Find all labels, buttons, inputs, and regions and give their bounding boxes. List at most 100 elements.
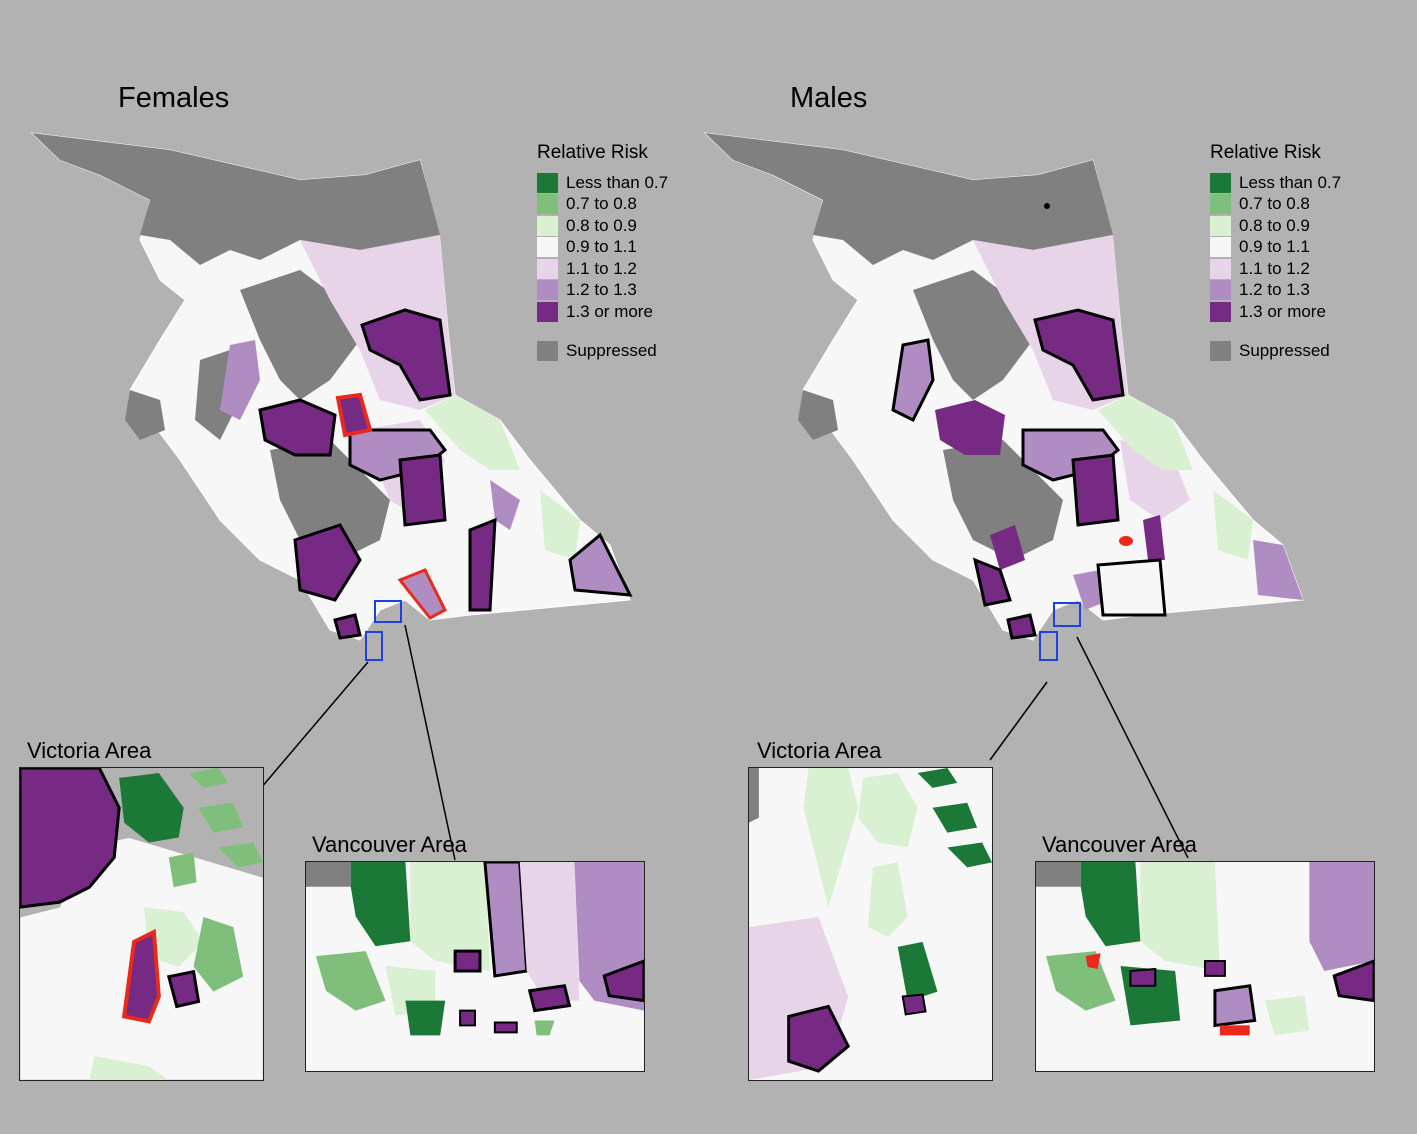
- legend-swatch: [537, 172, 558, 193]
- females-region-rr-0.8-a: [425, 395, 520, 470]
- females-region-rr-1.2-c: [490, 480, 520, 530]
- legend-item: 1.1 to 1.2: [1210, 258, 1390, 280]
- legend-item: 1.1 to 1.2: [537, 258, 717, 280]
- males-region-rr-1.3-e: [972, 557, 1012, 607]
- legend-item: 0.9 to 1.1: [1210, 237, 1390, 259]
- males-region-rr-0.8-a: [1098, 395, 1193, 470]
- males-victoria-title: Victoria Area: [757, 738, 882, 763]
- legend-swatch: [1210, 341, 1231, 362]
- legend-swatch: [1210, 194, 1231, 215]
- males-region-rr-1.3-f: [1006, 613, 1037, 640]
- legend-swatch: [537, 280, 558, 301]
- males-region-rr-1.3-g: [1143, 515, 1165, 560]
- females-victoria-title: Victoria Area: [27, 738, 152, 763]
- males-suppressed-islands: [798, 390, 838, 440]
- males-region-rr-1.3-c: [1071, 453, 1120, 527]
- females-vancouver-inset: [305, 861, 645, 1072]
- legend-swatch: [1210, 301, 1231, 322]
- legend-item: 1.3 or more: [1210, 301, 1390, 323]
- males-red-area: [1119, 536, 1133, 546]
- males-legend: Relative Risk Less than 0.7 0.7 to 0.8 0…: [1210, 142, 1390, 362]
- legend-item: 0.8 to 0.9: [1210, 215, 1390, 237]
- males-victoria-box: [1039, 631, 1058, 661]
- males-region-rr-0.8-b: [1213, 490, 1253, 560]
- legend-title: Relative Risk: [1210, 142, 1321, 163]
- males-title: Males: [790, 82, 868, 114]
- legend-item: Less than 0.7: [1210, 172, 1390, 194]
- legend-item: 1.2 to 1.3: [1210, 280, 1390, 302]
- females-region-rr-1.3-f: [333, 613, 362, 640]
- females-suppressed-center: [240, 270, 360, 400]
- males-suppressed-center: [913, 270, 1033, 400]
- males-region-rr-1.3-d: [990, 525, 1025, 570]
- males-vancouver-connector: [1076, 636, 1189, 859]
- females-region-rr-1.2-e: [397, 568, 447, 620]
- females-vancouver-connector: [404, 624, 456, 861]
- females-title: Females: [118, 82, 230, 114]
- females-region-rr-1.2-a: [220, 340, 260, 420]
- females-legend: Relative Risk Less than 0.7 0.7 to 0.8 0…: [537, 142, 717, 362]
- legend-label: 1.1 to 1.2: [566, 258, 637, 278]
- legend-swatch: [537, 341, 558, 362]
- females-victoria-inset: [19, 767, 264, 1081]
- legend-swatch: [537, 258, 558, 279]
- males-vancouver-title: Vancouver Area: [1042, 832, 1197, 857]
- males-region-rr-1.2-a: [891, 338, 935, 423]
- legend-label: 1.1 to 1.2: [1239, 258, 1310, 278]
- legend-swatch: [537, 194, 558, 215]
- females-region-rr-1.3-a: [360, 308, 452, 402]
- legend-item: 1.2 to 1.3: [537, 280, 717, 302]
- legend-item: 0.7 to 0.8: [1210, 194, 1390, 216]
- females-vancouver-title: Vancouver Area: [312, 832, 467, 857]
- legend-swatch: [1210, 258, 1231, 279]
- males-vancouver-box: [1053, 602, 1081, 627]
- legend-label: 0.9 to 1.1: [1239, 237, 1310, 257]
- males-victoria-connector: [989, 681, 1048, 761]
- legend-swatch: [1210, 237, 1231, 258]
- females-vancouver-box: [374, 600, 402, 623]
- females-region-rr-1.3-g: [468, 517, 497, 612]
- legend-item-suppressed: Suppressed: [1210, 341, 1390, 363]
- legend-label: 0.8 to 0.9: [566, 215, 637, 235]
- legend-item: 1.3 or more: [537, 301, 717, 323]
- legend-label: 1.2 to 1.3: [1239, 280, 1310, 300]
- legend-swatch: [1210, 280, 1231, 301]
- legend-item: Less than 0.7: [537, 172, 717, 194]
- legend-swatch: [1210, 215, 1231, 236]
- females-region-rr-1.3-d: [398, 453, 447, 527]
- males-black-dot: [1044, 203, 1050, 209]
- legend-swatch: [537, 301, 558, 322]
- legend-swatch: [537, 215, 558, 236]
- legend-label: Less than 0.7: [1239, 172, 1342, 192]
- females-suppressed-islands: [125, 390, 165, 440]
- males-vancouver-inset: [1035, 861, 1375, 1072]
- males-region-rr-1.3-b: [935, 400, 1005, 455]
- legend-label: Suppressed: [566, 341, 657, 361]
- legend-label: Suppressed: [1239, 341, 1330, 361]
- legend-swatch: [537, 237, 558, 258]
- legend-item: 0.9 to 1.1: [537, 237, 717, 259]
- legend-item: 0.8 to 0.9: [537, 215, 717, 237]
- legend-label: 1.2 to 1.3: [566, 280, 637, 300]
- females-suppressed-north: [32, 133, 440, 265]
- legend-label: 0.9 to 1.1: [566, 237, 637, 257]
- legend-label: 1.3 or more: [566, 301, 653, 321]
- females-region-rr-0.8-b: [540, 490, 580, 560]
- legend-label: 0.8 to 0.9: [1239, 215, 1310, 235]
- females-victoria-connector: [254, 661, 369, 796]
- females-map: [30, 132, 633, 861]
- legend-item-suppressed: Suppressed: [537, 341, 717, 363]
- males-region-rr-1.2-c: [1253, 540, 1303, 600]
- legend-swatch: [1210, 172, 1231, 193]
- males-map: [703, 132, 1304, 859]
- males-region-rr-1.0-outlined: [1096, 558, 1167, 617]
- females-region-rr-1.3-e: [293, 523, 362, 602]
- legend-label: Less than 0.7: [566, 172, 669, 192]
- legend-label: 0.7 to 0.8: [566, 194, 637, 214]
- legend-title: Relative Risk: [537, 142, 648, 163]
- legend-label: 1.3 or more: [1239, 301, 1326, 321]
- legend-label: 0.7 to 0.8: [1239, 194, 1310, 214]
- females-region-rr-1.3-b: [258, 398, 337, 457]
- males-victoria-inset: [748, 767, 993, 1081]
